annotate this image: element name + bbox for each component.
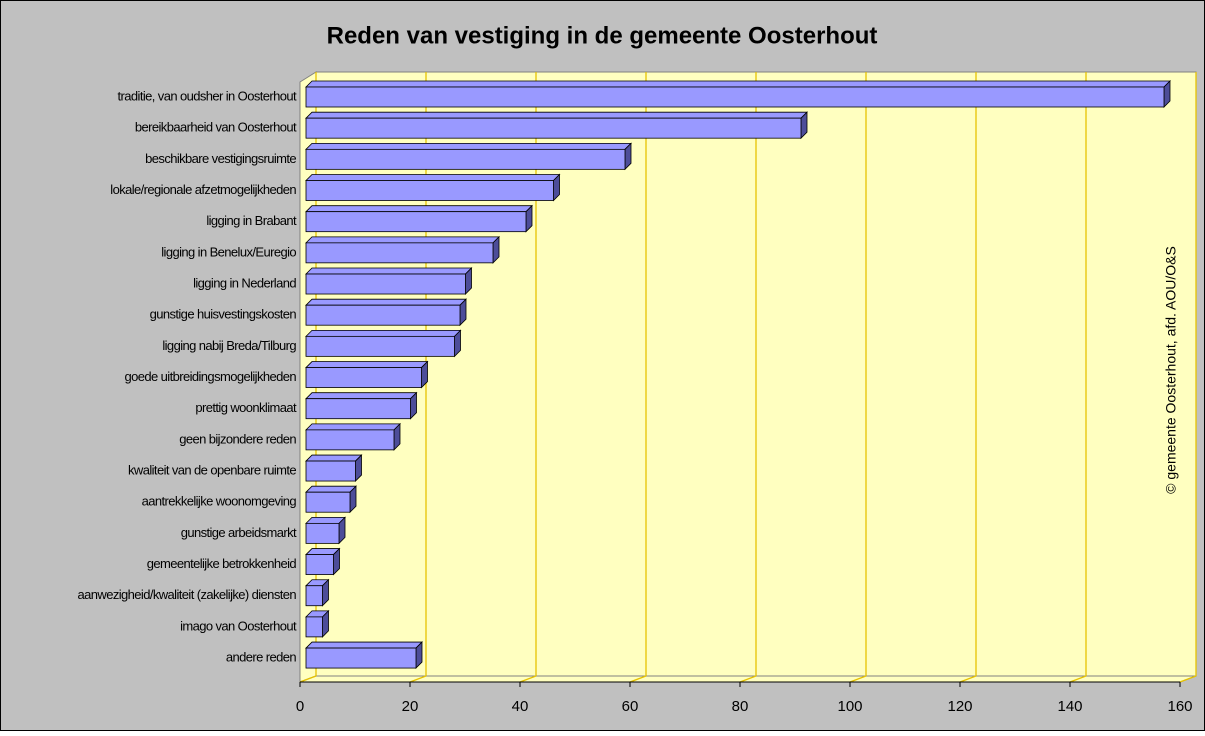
floor-grid-line [959, 675, 977, 683]
bar [305, 547, 341, 576]
y-tick-label: aantrekkelijke woonomgeving [142, 494, 297, 509]
bar-top [305, 298, 467, 306]
bar [305, 578, 330, 607]
bar-top [305, 111, 808, 119]
bar [305, 641, 423, 670]
bar-top [305, 267, 473, 275]
bar-top [305, 80, 1171, 88]
bar [305, 298, 467, 327]
bar [305, 609, 330, 638]
bar [305, 391, 418, 420]
x-tick-label: 140 [1057, 698, 1082, 715]
floor-grid-line [629, 675, 647, 683]
floor-grid-line [849, 675, 867, 683]
y-tick-label: imago van Oosterhout [180, 618, 297, 633]
bar [305, 111, 808, 140]
bar-front [305, 86, 1165, 108]
bar-top [305, 205, 533, 213]
floor-grid-line [1179, 675, 1197, 683]
bar [305, 173, 561, 202]
floor-grid-line [739, 675, 757, 683]
y-tick-label: ligging in Nederland [193, 275, 296, 290]
bar [305, 360, 429, 389]
y-tick-label: goede uitbreidingsmogelijkheden [125, 369, 297, 384]
bar [305, 235, 500, 264]
bar-top [305, 392, 418, 400]
bar-top [305, 329, 462, 337]
bar [305, 422, 401, 451]
bar [305, 204, 533, 233]
y-tick-label: ligging nabij Breda/Tilburg [162, 338, 296, 353]
bar-front [305, 367, 422, 388]
bar-front [305, 304, 461, 326]
bar-front [305, 117, 802, 139]
y-tick-label: traditie, van oudsher in Oosterhout [118, 88, 297, 103]
bar-front [305, 585, 323, 607]
floor-grid-line [519, 675, 537, 683]
x-tick-label: 120 [947, 698, 972, 715]
floor-grid-line [299, 675, 317, 683]
bar-top [305, 423, 401, 431]
y-tick-label: bereikbaarheid van Oosterhout [135, 120, 297, 135]
y-tick-label: beschikbare vestigingsruimte [145, 151, 296, 166]
copyright: © gemeente Oosterhout, afd. AOU/O&S [1163, 246, 1179, 494]
x-tick-label: 60 [622, 698, 639, 715]
bar-front [305, 491, 351, 513]
plot: 0 20 40 60 80 100 120 140 160 traditie, van oudsh… [78, 72, 1197, 715]
bar [305, 454, 363, 483]
y-tick-label: gemeentelijke betrokkenheid [147, 556, 297, 571]
x-tick-label: 0 [296, 698, 304, 715]
bar-front [305, 242, 494, 264]
bar-front [305, 429, 395, 451]
y-tick-label: lokale/regionale afzetmogelijkheden [110, 182, 296, 197]
bar-front [305, 522, 340, 544]
bar-front [305, 273, 466, 295]
y-tick-label: gunstige huisvestingskosten [150, 307, 297, 322]
x-tick-label: 160 [1167, 698, 1192, 715]
x-tick-label: 100 [837, 698, 862, 715]
bar-top [305, 174, 561, 181]
bar-top [305, 454, 363, 462]
y-tick-label: prettig woonklimaat [195, 400, 297, 415]
bar [305, 142, 632, 171]
chart-title: Reden van vestiging in de gemeente Ooste… [327, 22, 878, 49]
x-tick-label: 40 [512, 698, 529, 715]
bar [305, 485, 357, 514]
floor-grid-line [1069, 675, 1087, 683]
bar-top [305, 516, 346, 524]
bar-top [305, 641, 423, 649]
bar [305, 267, 473, 295]
bar-front [305, 398, 411, 420]
bar-front [305, 616, 323, 638]
bar-top [305, 485, 357, 493]
y-tick-label: geen bijzondere reden [179, 431, 296, 446]
bar [305, 516, 346, 545]
bar-front [305, 211, 527, 233]
y-tick-label: andere reden [226, 649, 297, 664]
bar-top [305, 236, 500, 244]
bar-top [305, 142, 632, 150]
bar-top [305, 361, 429, 368]
bar-front [305, 180, 554, 201]
bar-front [305, 148, 626, 170]
y-tick-label: aanwezigheid/kwaliteit (zakelijke) diens… [78, 587, 297, 602]
floor-grid-line [409, 675, 427, 683]
bar [305, 329, 462, 358]
y-tick-label: ligging in Benelux/Euregio [161, 244, 296, 259]
bar-front [305, 335, 455, 357]
y-tick-label: kwaliteit van de openbare ruimte [128, 462, 296, 477]
bar-front [305, 647, 417, 669]
bar-front [305, 554, 334, 575]
bar [305, 80, 1171, 108]
bar-front [305, 460, 356, 482]
y-tick-label: ligging in Brabant [206, 213, 297, 228]
x-tick-label: 80 [732, 698, 749, 715]
x-tick-label: 20 [402, 698, 419, 715]
y-tick-label: gunstige arbeidsmarkt [181, 525, 297, 540]
